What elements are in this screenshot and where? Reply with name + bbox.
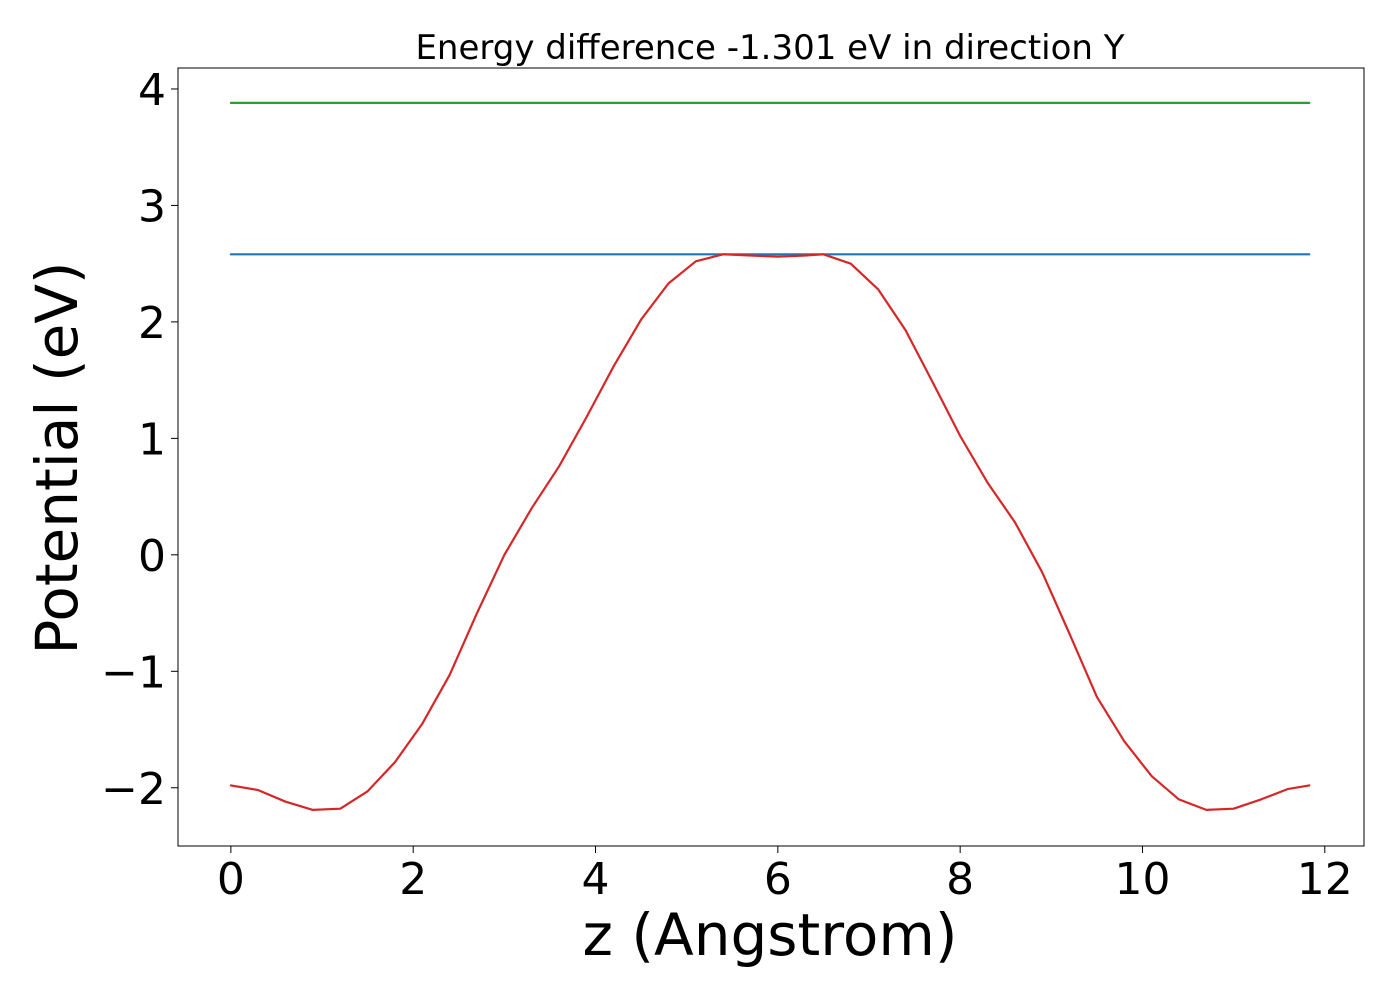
x-tick-label: 6 [764,854,792,905]
y-tick-label: 2 [138,298,166,349]
plot-area [229,101,1311,812]
y-tick-label: 4 [138,65,166,116]
x-tick-label: 10 [1114,854,1170,905]
x-axis: 0 2 4 6 8 10 12 [217,846,1353,905]
x-tick-label: 12 [1297,854,1353,905]
y-tick-label: 3 [138,181,166,232]
chart-title: Energy difference -1.301 eV in direction… [415,28,1124,68]
y-axis: −2 −1 0 1 2 3 4 [101,65,178,815]
y-axis-label: Potential (eV) [23,261,91,654]
x-axis-label: z (Angstrom) [583,901,958,969]
x-tick-label: 8 [946,854,974,905]
x-tick-label: 4 [582,854,610,905]
y-tick-label: −2 [101,764,166,815]
plot-frame [177,67,1365,847]
y-tick-label: 0 [138,531,166,582]
x-tick-label: 0 [217,854,245,905]
y-tick-label: −1 [101,647,166,698]
x-tick-label: 2 [399,854,427,905]
series-line-3 [229,253,1311,812]
y-tick-label: 1 [138,414,166,465]
